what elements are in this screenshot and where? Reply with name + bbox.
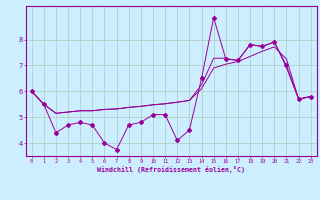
X-axis label: Windchill (Refroidissement éolien,°C): Windchill (Refroidissement éolien,°C): [97, 166, 245, 173]
